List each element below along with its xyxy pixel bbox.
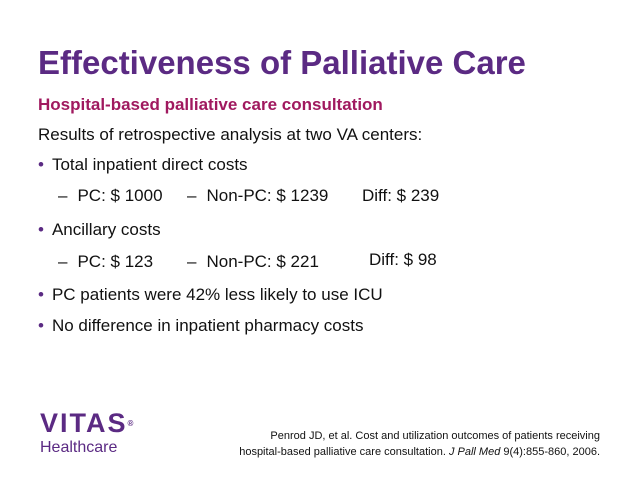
nonpc-ancillary-value: Non-PC: $ 221: [206, 252, 318, 271]
citation-line-2: hospital-based palliative care consultat…: [200, 444, 600, 460]
slide-title: Effectiveness of Palliative Care: [38, 44, 526, 82]
sub-pc-ancillary: – PC: $ 123: [58, 252, 153, 272]
bullet-text: No difference in inpatient pharmacy cost…: [52, 316, 364, 335]
logo-top-text: VITAS: [40, 408, 128, 438]
dash-marker: –: [187, 252, 196, 271]
citation: Penrod JD, et al. Cost and utilization o…: [200, 428, 600, 460]
citation-journal: J Pall Med: [449, 446, 500, 458]
citation-line-2-prefix: hospital-based palliative care consultat…: [239, 446, 449, 458]
intro-text: Results of retrospective analysis at two…: [38, 125, 422, 145]
pc-ancillary-value: PC: $ 123: [77, 252, 153, 271]
bullet-marker: •: [38, 285, 44, 304]
diff-ancillary-value: Diff: $ 98: [369, 250, 437, 270]
dash-marker: –: [58, 252, 67, 271]
bullet-pharmacy: • No difference in inpatient pharmacy cos…: [38, 316, 363, 336]
dash-marker: –: [58, 186, 67, 205]
bullet-text: PC patients were 42% less likely to use …: [52, 285, 383, 304]
sub-nonpc-direct: – Non-PC: $ 1239: [187, 186, 328, 206]
bullet-text: Ancillary costs: [52, 220, 161, 239]
bullet-icu: • PC patients were 42% less likely to use…: [38, 285, 383, 305]
logo-subtext: Healthcare: [40, 438, 140, 458]
dash-marker: –: [187, 186, 196, 205]
slide-subtitle: Hospital-based palliative care consultat…: [38, 95, 383, 115]
vitas-healthcare-logo: VITAS® Healthcare: [40, 410, 140, 460]
pc-direct-value: PC: $ 1000: [77, 186, 162, 205]
bullet-text: Total inpatient direct costs: [52, 155, 248, 174]
bullet-total-direct-costs: • Total inpatient direct costs: [38, 155, 248, 175]
sub-nonpc-ancillary: – Non-PC: $ 221: [187, 252, 319, 272]
sub-pc-direct: – PC: $ 1000: [58, 186, 163, 206]
bullet-marker: •: [38, 220, 44, 239]
bullet-ancillary-costs: • Ancillary costs: [38, 220, 161, 240]
bullet-marker: •: [38, 316, 44, 335]
nonpc-direct-value: Non-PC: $ 1239: [206, 186, 328, 205]
citation-line-1: Penrod JD, et al. Cost and utilization o…: [200, 428, 600, 444]
citation-line-2-suffix: 9(4):855-860, 2006.: [500, 446, 600, 458]
registered-mark: ®: [128, 419, 134, 428]
logo-wordmark: VITAS®: [40, 410, 140, 437]
diff-direct-value: Diff: $ 239: [362, 186, 439, 206]
bullet-marker: •: [38, 155, 44, 174]
